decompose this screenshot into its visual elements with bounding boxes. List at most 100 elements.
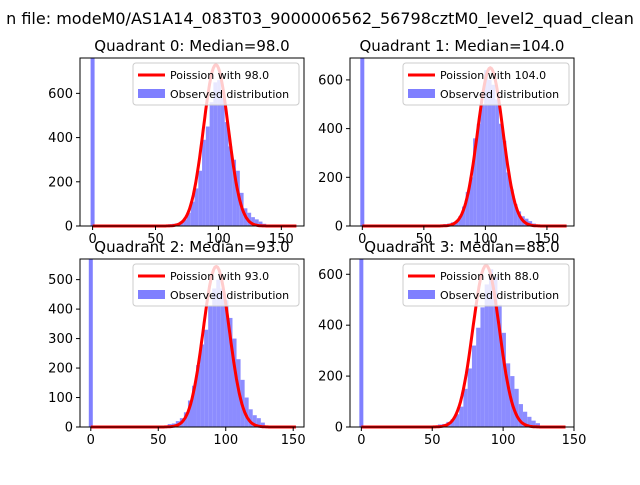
legend-box [402, 263, 570, 307]
legend-observed-swatch [408, 290, 435, 299]
hist-bar [192, 385, 197, 427]
hist-bar [200, 344, 205, 427]
x-tick-label: 0 [88, 232, 96, 247]
legend-box [132, 62, 300, 106]
hist-bar [476, 123, 481, 226]
hist-bar [258, 221, 263, 226]
axes-frame [349, 57, 575, 227]
hist-bar [187, 400, 192, 427]
hist-bar [205, 126, 210, 226]
hist-bar [228, 146, 233, 226]
x-tick-label: 50 [147, 232, 164, 247]
x-tick-label: 50 [416, 232, 433, 247]
hist-bar [194, 188, 199, 226]
hist-bar [462, 206, 466, 226]
hist-bar [513, 204, 518, 226]
legend-observed-swatch [138, 89, 165, 98]
y-tick-label: 0 [65, 220, 73, 235]
hist-bar [183, 412, 188, 427]
hist-bar [260, 422, 265, 427]
hist-bar [493, 276, 498, 427]
axes-frame [79, 258, 305, 428]
hist-bar [480, 104, 485, 226]
subplot-quadrant-3: 0 50 100 150 0 200 400 600 Quadrant 3: Median=88… [318, 238, 586, 448]
hist-bar [212, 288, 217, 427]
hist-bar [204, 329, 209, 427]
hist-bar [506, 172, 510, 226]
x-tick-label: 150 [281, 433, 306, 448]
hist-bar [232, 338, 237, 427]
legend-fit-label: Poission with 104.0 [440, 69, 546, 82]
legend-observed-label: Observed distribution [440, 88, 559, 101]
hist-bar [202, 139, 206, 226]
histogram-bars [443, 70, 536, 226]
hist-bar [502, 140, 507, 226]
figure-suptitle: n file: modeM0/AS1A14_083T03_9000006562_… [6, 9, 634, 29]
y-tick-label: 100 [48, 391, 73, 406]
x-tick-label: 100 [213, 433, 238, 448]
subplot-title: Quadrant 3: Median=88.0 [364, 238, 559, 256]
hist-bar [480, 307, 485, 427]
x-tick-label: 0 [87, 433, 95, 448]
subplot-title: Quadrant 0: Median=98.0 [94, 37, 289, 55]
hist-bar [531, 420, 536, 427]
y-tick-label: 200 [318, 171, 343, 186]
hist-bar [522, 411, 528, 427]
hist-bar [458, 216, 462, 226]
histogram-bars [437, 269, 540, 427]
legend-observed-swatch [138, 290, 165, 299]
subplot-quadrant-1: 0 50 100 150 0 200 400 600 Quadrant 1: Median=10… [318, 37, 575, 247]
y-tick-label: 600 [48, 87, 73, 102]
hist-bar [517, 211, 522, 226]
hist-bar [491, 84, 496, 226]
y-tick-label: 400 [318, 122, 343, 137]
legend-observed-swatch [408, 89, 435, 98]
hist-bar [535, 423, 540, 427]
x-tick-label: 100 [473, 232, 498, 247]
hist-bar [224, 300, 229, 427]
hist-bar [254, 219, 259, 226]
zero-count-bar [359, 259, 364, 427]
hist-bar [248, 409, 253, 427]
zero-count-bar [360, 58, 365, 226]
x-tick-label: 0 [357, 433, 365, 448]
legend-box [402, 62, 570, 106]
y-tick-label: 200 [318, 370, 343, 385]
hist-bar [220, 288, 225, 427]
hist-bar [518, 404, 523, 427]
hist-bar [488, 269, 494, 427]
hist-bar [228, 317, 233, 427]
hist-bar [208, 306, 213, 427]
subplot-quadrant-0: 0 50 100 150 0 200 400 600 Quadrant 0: Median=98… [48, 37, 305, 247]
x-tick-label: 150 [562, 433, 587, 448]
hist-bar [232, 159, 237, 226]
hist-bar [484, 284, 489, 427]
legend-observed-label: Observed distribution [170, 88, 289, 101]
hist-bar [484, 70, 488, 226]
y-tick-label: 400 [48, 131, 73, 146]
hist-bar [527, 416, 532, 427]
hist-bar [186, 212, 191, 226]
hist-bar [463, 388, 468, 427]
y-tick-label: 0 [335, 421, 343, 436]
hist-bar [251, 217, 255, 226]
legend-observed-label: Observed distribution [440, 289, 559, 302]
hist-bar [497, 304, 502, 427]
y-tick-label: 400 [318, 319, 343, 334]
legend-box [132, 263, 300, 307]
axes-frame [79, 57, 305, 227]
y-tick-label: 600 [318, 73, 343, 88]
legend-fit-label: Poission with 88.0 [440, 270, 539, 283]
hist-bar [183, 219, 187, 226]
legend: Poission with 104.0 Observed distribution [402, 62, 570, 106]
y-tick-label: 600 [318, 268, 343, 283]
hist-bar [514, 388, 519, 427]
hist-bar [198, 170, 203, 226]
legend-fit-label: Poission with 93.0 [170, 270, 269, 283]
x-tick-label: 100 [491, 433, 516, 448]
axes-frame [349, 258, 575, 428]
x-tick-label: 150 [269, 232, 294, 247]
hist-bar [487, 79, 492, 226]
hist-bar [510, 189, 514, 226]
